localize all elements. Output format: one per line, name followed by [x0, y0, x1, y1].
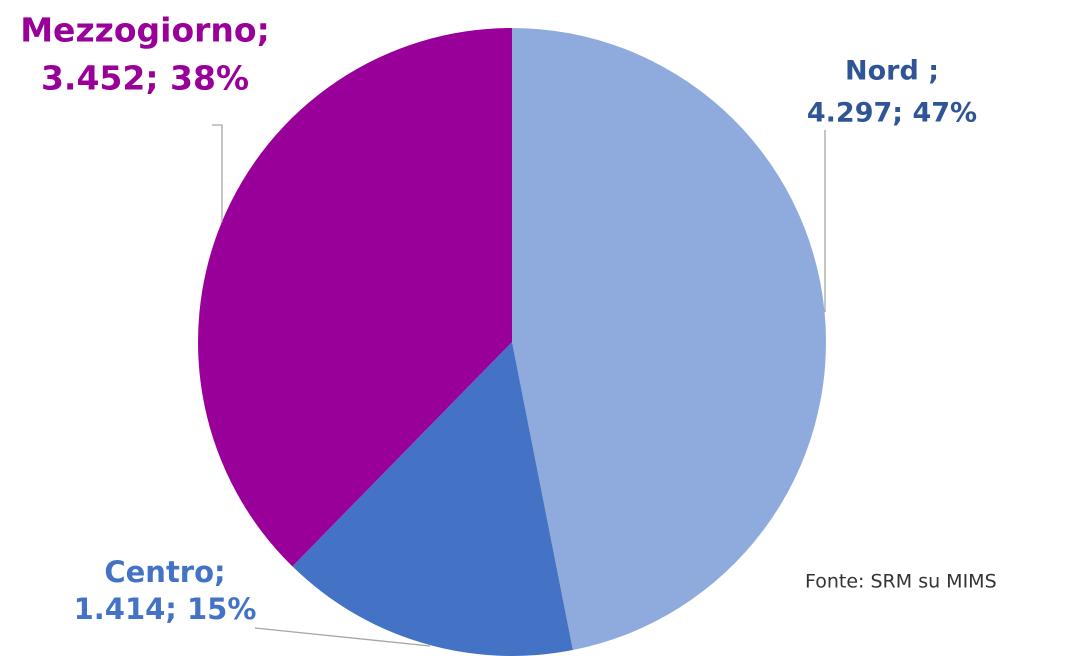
- value-label: 1.414; 15%: [74, 592, 257, 626]
- slice-label: Nord ;: [845, 56, 939, 87]
- leader-line: [254, 627, 431, 647]
- pie-slice: [512, 28, 826, 651]
- pie-slice: [292, 342, 573, 656]
- leader-line: [212, 124, 223, 222]
- value-label: 3.452; 38%: [41, 59, 249, 98]
- source-note: Fonte: SRM su MIMS: [805, 571, 997, 593]
- slice-label: Mezzogiorno;: [20, 11, 270, 50]
- value-label: 4.297; 47%: [807, 98, 977, 129]
- pie-slice: [197, 28, 512, 567]
- slice-label: Centro;: [104, 555, 225, 589]
